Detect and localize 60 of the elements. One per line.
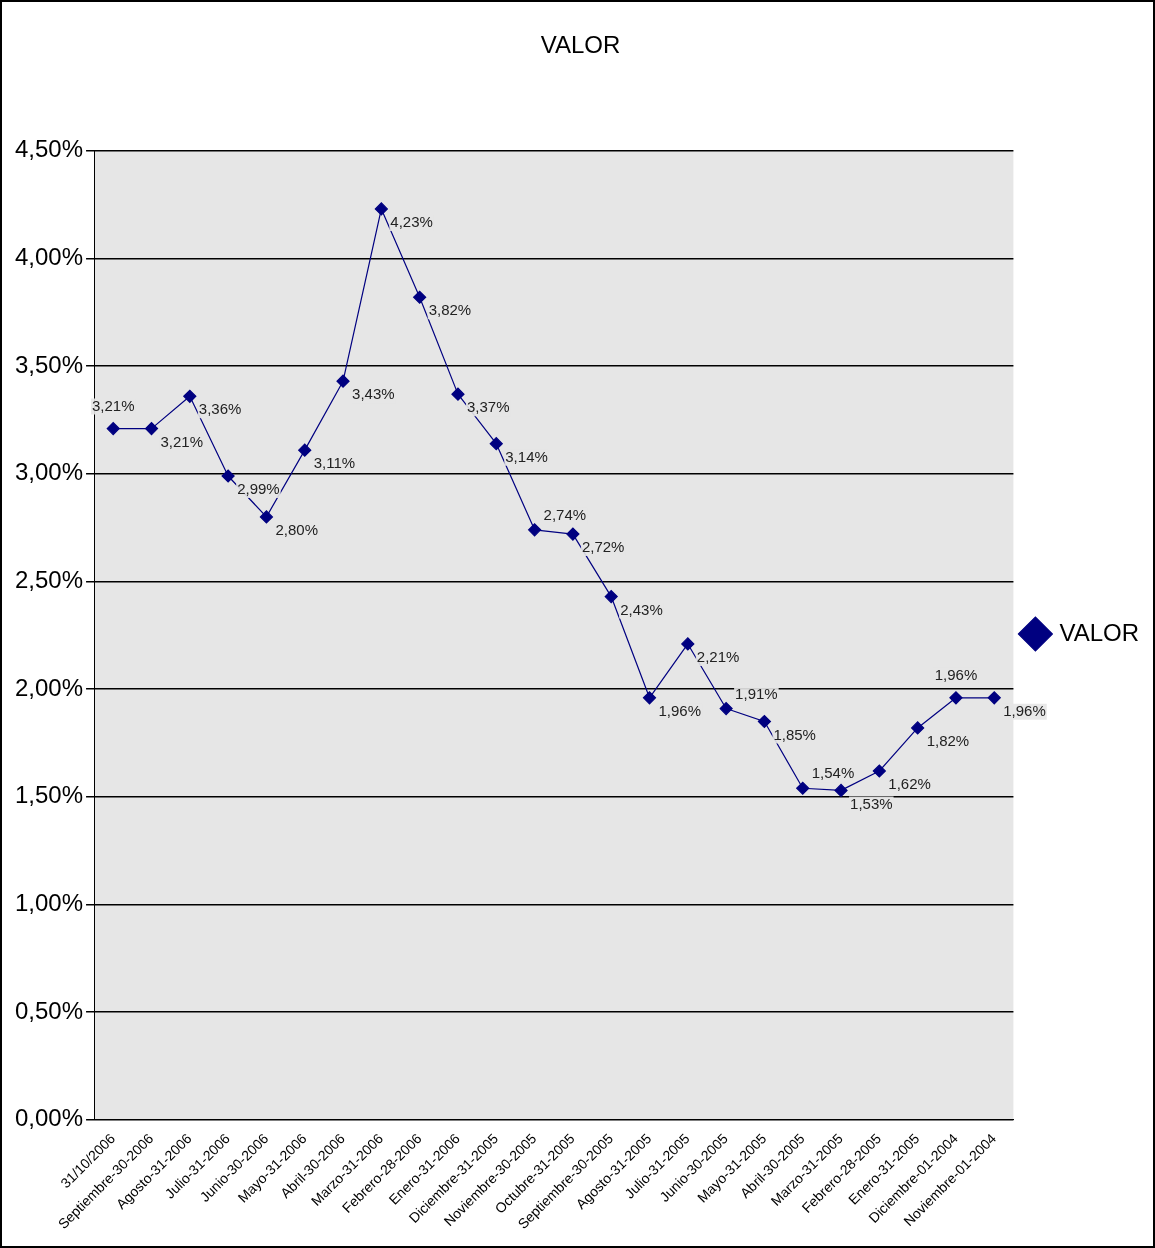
point <box>527 523 542 537</box>
point <box>719 701 733 716</box>
y-tick-label: 3,00% <box>14 458 84 486</box>
data-label: 3,36% <box>198 400 242 418</box>
data-label: 3,11% <box>313 454 356 472</box>
data-label: 2,21% <box>696 648 740 666</box>
point <box>604 589 618 604</box>
data-label: 1,91% <box>735 684 778 702</box>
point <box>413 290 427 304</box>
point <box>298 443 312 457</box>
y-tick-label: 1,00% <box>14 889 84 917</box>
point <box>144 422 159 436</box>
point <box>872 764 886 778</box>
point <box>949 691 963 705</box>
point <box>566 527 580 541</box>
point <box>796 781 810 795</box>
y-tick-label: 0,50% <box>14 996 84 1024</box>
data-label: 1,54% <box>811 764 855 782</box>
point <box>451 387 465 401</box>
y-tick-label: 2,50% <box>14 566 84 594</box>
point <box>757 714 772 729</box>
y-tick-label: 4,00% <box>14 243 84 271</box>
data-label: 2,99% <box>237 480 280 498</box>
y-tick-label: 1,50% <box>14 781 84 809</box>
point <box>987 691 1001 705</box>
data-label: 1,85% <box>773 725 816 743</box>
data-label: 1,82% <box>926 732 970 750</box>
data-label: 2,74% <box>543 505 587 523</box>
point <box>221 469 235 483</box>
point <box>374 202 388 216</box>
data-label: 1,62% <box>888 775 931 793</box>
data-label: 3,21% <box>160 432 204 450</box>
point <box>183 389 197 403</box>
point <box>336 374 350 388</box>
data-label: 3,14% <box>505 447 548 465</box>
data-label: 1,96% <box>934 665 978 683</box>
legend-label: VALOR <box>1059 618 1140 646</box>
y-tick-label: 2,00% <box>14 673 84 701</box>
point <box>642 691 657 705</box>
data-label: 3,21% <box>91 396 135 414</box>
data-label: 1,96% <box>658 701 702 719</box>
point <box>489 437 503 451</box>
data-label: 3,43% <box>352 385 395 403</box>
y-tick-label: 3,50% <box>14 350 84 378</box>
y-tick-label: 0,00% <box>14 1104 84 1132</box>
point <box>106 422 120 436</box>
y-tick-label: 4,50% <box>14 135 84 163</box>
data-label: 3,37% <box>466 398 510 416</box>
point <box>911 721 925 735</box>
point <box>259 510 274 524</box>
point <box>681 637 695 651</box>
chart-title: VALOR <box>540 31 621 59</box>
data-label: 2,43% <box>620 600 663 618</box>
data-label: 1,53% <box>850 794 893 812</box>
data-label: 1,96% <box>1003 701 1046 719</box>
data-label: 4,23% <box>390 213 433 231</box>
data-label: 2,72% <box>581 538 625 556</box>
data-label: 2,80% <box>275 521 318 539</box>
point <box>834 783 848 797</box>
data-label: 3,82% <box>428 301 472 319</box>
